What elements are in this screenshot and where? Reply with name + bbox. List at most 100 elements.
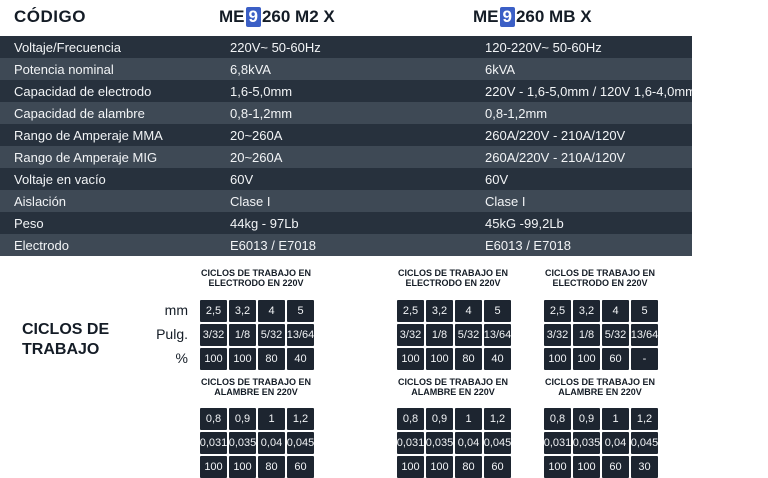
alambre-duty-cell: 0,04 bbox=[258, 432, 285, 454]
electrodo-duty-cell: 100 bbox=[229, 348, 256, 370]
spec-row: Rango de Amperaje MIG 20~260A 260A/220V - … bbox=[0, 146, 692, 168]
spec-label: Voltaje/Frecuencia bbox=[0, 36, 220, 58]
electrodo-duty-cell: 100 bbox=[200, 348, 227, 370]
electrodo-duty-cell: 4 bbox=[455, 300, 482, 322]
row-label-mm: mm bbox=[164, 302, 188, 318]
spec-row: Electrodo E6013 / E7018 E6013 / E7018 bbox=[0, 234, 692, 256]
alambre-duty-cell: 0,04 bbox=[602, 432, 629, 454]
electrodo-duty-title-line-1: CICLOS DE TRABAJO EN bbox=[398, 268, 509, 278]
duty-cycle-heading-line-1: CICLOS DE bbox=[22, 321, 110, 338]
spec-label: Capacidad de electrodo bbox=[0, 80, 220, 102]
electrodo-duty-title-line-2: ELECTRODO EN 220V bbox=[208, 278, 304, 288]
alambre-duty-title-line-1: CICLOS DE TRABAJO EN bbox=[398, 377, 509, 387]
electrodo-duty-cell: 5/32 bbox=[455, 324, 482, 346]
electrodo-duty-grid: 2,5 3,2 4 5 3/32 1/8 5/32 13/64 100 100 80 40 bbox=[200, 300, 314, 370]
electrodo-duty-cell: 2,5 bbox=[397, 300, 424, 322]
alambre-duty-cell: 1 bbox=[602, 408, 629, 430]
alambre-duty-cell: 0,8 bbox=[397, 408, 424, 430]
electrodo-duty-cell: 100 bbox=[426, 348, 453, 370]
spec-value-model-2: 120-220V~ 50-60Hz bbox=[472, 36, 692, 58]
alambre-duty-cell: 0,035 bbox=[573, 432, 600, 454]
alambre-duty-title: CICLOS DE TRABAJO EN ALAMBRE EN 220V bbox=[398, 377, 508, 397]
alambre-duty-cell: 0,9 bbox=[229, 408, 256, 430]
spec-label: Aislación bbox=[0, 190, 220, 212]
electrodo-duty-cell: 13/64 bbox=[287, 324, 314, 346]
alambre-duty-cell: 60 bbox=[287, 456, 314, 478]
alambre-duty-cell: 0,031 bbox=[200, 432, 227, 454]
spec-label: Rango de Amperaje MMA bbox=[0, 124, 220, 146]
spec-row: Capacidad de electrodo 1,6-5,0mm 220V - 1,… bbox=[0, 80, 692, 102]
electrodo-duty-cell: 5/32 bbox=[602, 324, 629, 346]
spec-row: Peso 44kg - 97Lb 45kG -99,2Lb bbox=[0, 212, 692, 234]
spec-value-model-2: 0,8-1,2mm bbox=[472, 102, 692, 124]
alambre-duty-title-line-1: CICLOS DE TRABAJO EN bbox=[545, 377, 656, 387]
spec-value-model-1: 44kg - 97Lb bbox=[220, 212, 472, 234]
spec-value-model-2: 220V - 1,6-5,0mm / 120V 1,6-4,0mm bbox=[472, 80, 692, 102]
electrodo-duty-cell: 80 bbox=[455, 348, 482, 370]
model-1-suffix: 260 M2 X bbox=[261, 7, 335, 26]
alambre-duty-cell: 60 bbox=[484, 456, 511, 478]
model-1-title: ME 9 260 M2 X bbox=[219, 7, 335, 27]
spec-label: Capacidad de alambre bbox=[0, 102, 220, 124]
alambre-duty-title-line-2: ALAMBRE EN 220V bbox=[558, 387, 642, 397]
alambre-duty-grid: 0,8 0,9 1 1,2 0,031 0,035 0,04 0,045 100 100 80 60 bbox=[200, 408, 314, 478]
electrodo-duty-cell: 5 bbox=[631, 300, 658, 322]
alambre-duty-cell: 0,045 bbox=[287, 432, 314, 454]
electrodo-duty-cell: 40 bbox=[287, 348, 314, 370]
electrodo-duty-cell: 5 bbox=[484, 300, 511, 322]
electrodo-duty-cell: 4 bbox=[602, 300, 629, 322]
alambre-duty-cell: 1,2 bbox=[484, 408, 511, 430]
electrodo-duty-cell: 3/32 bbox=[544, 324, 571, 346]
alambre-duty-cell: 1 bbox=[455, 408, 482, 430]
spec-value-model-1: 60V bbox=[220, 168, 472, 190]
alambre-duty-cell: 0,045 bbox=[484, 432, 511, 454]
electrodo-duty-grid: 2,5 3,2 4 5 3/32 1/8 5/32 13/64 100 100 80 40 bbox=[397, 300, 511, 370]
alambre-duty-cell: 30 bbox=[631, 456, 658, 478]
alambre-duty-cell: 0,035 bbox=[426, 432, 453, 454]
electrodo-duty-cell: 1/8 bbox=[426, 324, 453, 346]
electrodo-duty-cell: 1/8 bbox=[573, 324, 600, 346]
spec-value-model-1: Clase I bbox=[220, 190, 472, 212]
electrodo-duty-cell: - bbox=[631, 348, 658, 370]
spec-value-model-2: 60V bbox=[472, 168, 692, 190]
spec-label: Potencia nominal bbox=[0, 58, 220, 80]
model-1-prefix: ME bbox=[219, 7, 245, 26]
duty-cycle-heading: CICLOS DE TRABAJO bbox=[22, 320, 109, 360]
spec-label: Voltaje en vacío bbox=[0, 168, 220, 190]
spec-value-model-1: 220V~ 50-60Hz bbox=[220, 36, 472, 58]
model-1-highlight: 9 bbox=[245, 7, 261, 27]
electrodo-duty-cell: 60 bbox=[602, 348, 629, 370]
electrodo-duty-cell: 1/8 bbox=[229, 324, 256, 346]
spec-label: Electrodo bbox=[0, 234, 220, 256]
alambre-duty-cell: 0,9 bbox=[573, 408, 600, 430]
electrodo-duty-cell: 100 bbox=[544, 348, 571, 370]
spec-row: Aislación Clase I Clase I bbox=[0, 190, 692, 212]
alambre-duty-cell: 80 bbox=[455, 456, 482, 478]
spec-table: Voltaje/Frecuencia 220V~ 50-60Hz 120-220V~… bbox=[0, 36, 692, 256]
spec-row: Rango de Amperaje MMA 20~260A 260A/220V - … bbox=[0, 124, 692, 146]
spec-label: Peso bbox=[0, 212, 220, 234]
alambre-duty-cell: 0,04 bbox=[455, 432, 482, 454]
electrodo-duty-cell: 13/64 bbox=[631, 324, 658, 346]
electrodo-duty-title-line-2: ELECTRODO EN 220V bbox=[552, 278, 648, 288]
spec-value-model-2: 6kVA bbox=[472, 58, 692, 80]
duty-cycle-heading-line-2: TRABAJO bbox=[22, 341, 100, 358]
alambre-duty-title-line-2: ALAMBRE EN 220V bbox=[214, 387, 298, 397]
electrodo-duty-cell: 3,2 bbox=[229, 300, 256, 322]
electrodo-duty-cell: 3/32 bbox=[200, 324, 227, 346]
alambre-duty-cell: 0,045 bbox=[631, 432, 658, 454]
alambre-duty-grid: 0,8 0,9 1 1,2 0,031 0,035 0,04 0,045 100 100 60 30 bbox=[544, 408, 658, 478]
row-label-percent: % bbox=[175, 350, 188, 366]
alambre-duty-cell: 0,9 bbox=[426, 408, 453, 430]
alambre-duty-title: CICLOS DE TRABAJO EN ALAMBRE EN 220V bbox=[201, 377, 311, 397]
alambre-duty-cell: 0,031 bbox=[397, 432, 424, 454]
electrodo-duty-cell: 5 bbox=[287, 300, 314, 322]
alambre-duty-cell: 1,2 bbox=[287, 408, 314, 430]
electrodo-duty-cell: 100 bbox=[397, 348, 424, 370]
spec-row: Voltaje en vacío 60V 60V bbox=[0, 168, 692, 190]
alambre-duty-cell: 100 bbox=[229, 456, 256, 478]
alambre-duty-cell: 0,8 bbox=[544, 408, 571, 430]
electrodo-duty-title-line-1: CICLOS DE TRABAJO EN bbox=[201, 268, 312, 278]
spec-value-model-2: 45kG -99,2Lb bbox=[472, 212, 692, 234]
spec-value-model-1: 1,6-5,0mm bbox=[220, 80, 472, 102]
